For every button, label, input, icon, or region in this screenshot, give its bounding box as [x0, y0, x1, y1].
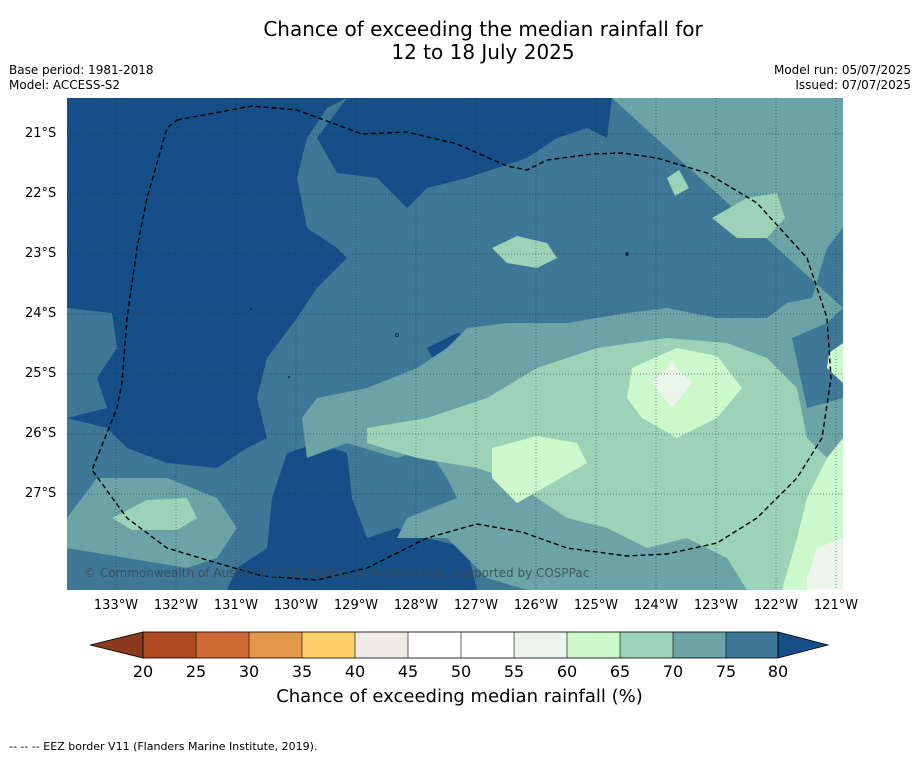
colorbar-tick-45: 45: [397, 662, 419, 681]
map-svg: [67, 98, 843, 590]
lon-label-131w: 131°W: [213, 598, 259, 613]
island-4: [250, 308, 252, 310]
colorbar-bin-45-50: [408, 632, 461, 658]
model-info: Base period: 1981-2018 Model: ACCESS-S2: [9, 63, 154, 93]
colorbar-tick-20: 20: [132, 662, 154, 681]
lon-label-126w: 126°W: [513, 598, 559, 613]
colorbar-tick-25: 25: [185, 662, 207, 681]
lon-label-122w: 122°W: [753, 598, 799, 613]
colorbar-tick-65: 65: [609, 662, 631, 681]
band-80-west: [67, 98, 347, 468]
colorbar-tick-30: 30: [238, 662, 260, 681]
colorbar-bin-70-75: [673, 632, 726, 658]
colorbar-bin-55-60: [514, 632, 567, 658]
colorbar-low-arrow: [89, 631, 144, 659]
colorbar-label: Chance of exceeding median rainfall (%): [276, 686, 643, 707]
lat-label-26s: 26°S: [25, 426, 57, 441]
band-55-se: [807, 538, 843, 590]
colorbar-outline: [142, 631, 779, 659]
band-65-north: [712, 193, 785, 238]
band-65-spot: [667, 170, 689, 196]
issued-date: Issued: 07/07/2025: [795, 78, 911, 92]
copyright-text: © Commonwealth of Australia 2025, Bureau…: [84, 566, 590, 580]
colorbar-bin-50-55: [461, 632, 514, 658]
eez-border: [91, 105, 832, 581]
colorbar-bin-60-65: [567, 632, 620, 658]
colorbar-bin-75-80: [726, 632, 778, 658]
band-60-e: [827, 343, 843, 383]
lat-label-24s: 24°S: [25, 306, 57, 321]
chart-title: Chance of exceeding the median rainfall …: [0, 18, 919, 64]
graticule: [67, 98, 843, 590]
colorbar-tick-70: 70: [662, 662, 684, 681]
colorbar-bin-65-70: [620, 632, 673, 658]
band-80-south: [227, 443, 477, 590]
colorbar-tick-50: 50: [450, 662, 472, 681]
island-1: [625, 252, 629, 256]
lon-label-128w: 128°W: [393, 598, 439, 613]
lon-label-127w: 127°W: [453, 598, 499, 613]
colorbar-tick-35: 35: [291, 662, 313, 681]
rainfall-map: [67, 98, 843, 590]
lon-label-124w: 124°W: [633, 598, 679, 613]
colorbar: [89, 630, 830, 664]
title-line-1: Chance of exceeding the median rainfall …: [263, 17, 703, 41]
colorbar-bin-20-25: [143, 632, 196, 658]
lat-label-23s: 23°S: [25, 246, 57, 261]
colorbar-high-arrow: [777, 631, 830, 659]
model-run: Model run: 05/07/2025: [773, 63, 911, 77]
lon-label-123w: 123°W: [693, 598, 739, 613]
lat-label-22s: 22°S: [25, 186, 57, 201]
colorbar-bin-30-35: [249, 632, 302, 658]
colorbar-bin-25-30: [196, 632, 249, 658]
lat-label-27s: 27°S: [25, 486, 57, 501]
island-3: [288, 376, 290, 378]
colorbar-dividers: [195, 632, 727, 658]
band-60-a: [627, 348, 742, 438]
band-80-north: [317, 98, 612, 208]
band-75-west: [67, 308, 117, 418]
lon-label-125w: 125°W: [573, 598, 619, 613]
lon-label-121w: 121°W: [813, 598, 859, 613]
eez-legend-footer: -- -- -- EEZ border V11 (Flanders Marine…: [9, 740, 318, 753]
title-line-2: 12 to 18 July 2025: [391, 40, 575, 64]
colorbar-tick-60: 60: [556, 662, 578, 681]
colorbar-tick-80: 80: [767, 662, 789, 681]
base-period: Base period: 1981-2018: [9, 63, 154, 77]
band-65-mid: [492, 236, 557, 268]
band-60-b: [492, 436, 587, 503]
colorbar-svg: [89, 631, 830, 659]
lon-label-133w: 133°W: [93, 598, 139, 613]
colorbar-tick-55: 55: [503, 662, 525, 681]
run-info: Model run: 05/07/2025 Issued: 07/07/2025: [774, 63, 911, 93]
colorbar-bin-35-40: [302, 632, 355, 658]
lon-label-130w: 130°W: [273, 598, 319, 613]
lat-label-25s: 25°S: [25, 366, 57, 381]
colorbar-tick-40: 40: [344, 662, 366, 681]
colorbar-bin-40-45: [355, 632, 408, 658]
lon-label-129w: 129°W: [333, 598, 379, 613]
lat-label-21s: 21°S: [25, 126, 57, 141]
model-name: Model: ACCESS-S2: [9, 78, 121, 92]
island-2: [395, 333, 399, 337]
lon-label-132w: 132°W: [153, 598, 199, 613]
colorbar-tick-75: 75: [715, 662, 737, 681]
